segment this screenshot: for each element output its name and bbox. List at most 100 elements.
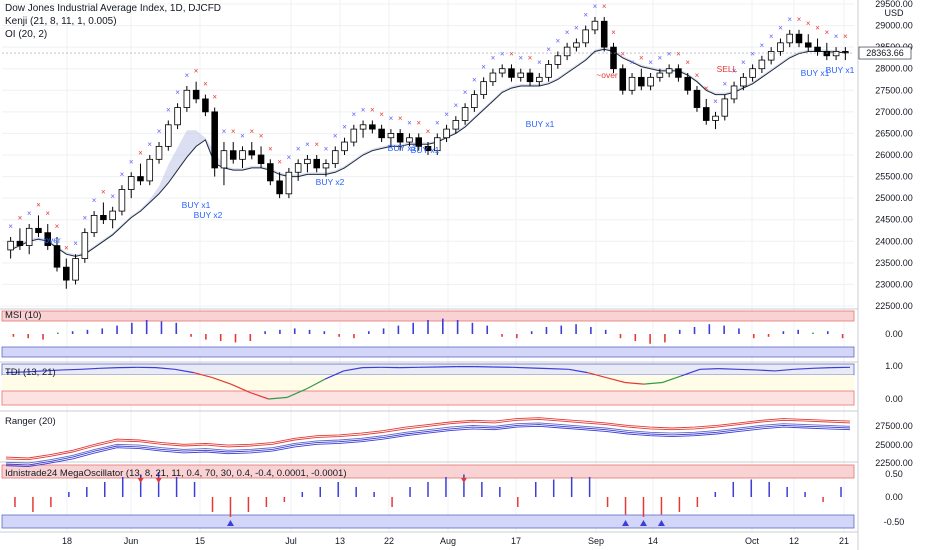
oi-marker: × — [593, 2, 598, 11]
oi-marker: × — [166, 105, 171, 114]
candle-body — [545, 64, 552, 78]
oi-marker: × — [704, 84, 709, 93]
mega-sell-triangle — [460, 478, 467, 483]
signal-label: BUY x1 — [411, 145, 440, 155]
indicator-tick-label: 0.00 — [885, 394, 903, 404]
oi-marker: × — [305, 140, 310, 149]
oi-marker: × — [314, 140, 319, 149]
msi-lower-zone — [1, 346, 855, 358]
ranger-band — [5, 425, 851, 468]
candle-body — [823, 51, 831, 57]
oi-marker: × — [73, 239, 78, 248]
price-tick-label: 29000.00 — [875, 21, 913, 31]
oi-marker: × — [602, 2, 607, 11]
oi-marker: × — [639, 54, 644, 63]
tdi-line-segment — [718, 368, 738, 370]
oi-marker: × — [82, 213, 87, 222]
oi-marker: × — [481, 62, 486, 71]
candle-body — [276, 180, 283, 195]
ranger-pane[interactable] — [5, 417, 851, 468]
time-axis[interactable]: 18 Jun 15 Jul 13 22 Aug 17 Sep 14 Oct 12 21 — [62, 536, 849, 546]
oi-marker: × — [472, 75, 477, 84]
oi-marker: × — [259, 131, 264, 140]
oi-marker: × — [815, 24, 820, 33]
msi-pane[interactable] — [12, 318, 844, 344]
ranger-label: Ranger (20) — [5, 416, 56, 427]
candle-body — [406, 137, 413, 143]
candle-body — [192, 89, 200, 100]
time-tick-label: Jun — [124, 536, 139, 546]
tdi-line-segment — [212, 376, 232, 385]
candle-body — [44, 232, 52, 247]
oi-marker: × — [537, 58, 542, 67]
indicator-tick-label: 0.00 — [885, 492, 903, 502]
price-tick-label: 27500.00 — [875, 85, 913, 95]
oi-marker: × — [528, 54, 533, 63]
candle-body — [294, 163, 302, 173]
candle-body — [378, 128, 385, 139]
oi-marker: × — [667, 49, 672, 58]
mega-oscillator-pane[interactable] — [14, 472, 842, 526]
candle-body — [359, 124, 367, 130]
oi-marker: × — [416, 118, 421, 127]
time-tick-label: 14 — [648, 536, 658, 546]
signal-label: BUY x1 — [526, 119, 555, 129]
candle-body — [480, 81, 487, 95]
time-tick-label: Sep — [588, 536, 604, 546]
candle-body — [767, 51, 775, 61]
tdi-line-segment — [5, 371, 25, 374]
tdi-label: TDI (13, 21) — [5, 367, 56, 378]
candle-body — [183, 89, 191, 108]
candle-body — [675, 68, 682, 78]
oi-marker: × — [518, 54, 523, 63]
tdi-line-segment — [624, 381, 644, 385]
candle-body — [702, 107, 710, 121]
tdi-pane[interactable] — [5, 366, 851, 400]
oi-marker: × — [834, 32, 839, 41]
tdi-line-segment — [62, 368, 82, 371]
oi-marker: × — [18, 213, 23, 222]
candle-body — [341, 141, 348, 152]
ranger-band — [5, 417, 851, 459]
tdi-line-segment — [343, 367, 363, 372]
last-price-box — [858, 46, 912, 60]
candle-body — [155, 145, 163, 160]
indicator-tick-label: 1.00 — [885, 361, 903, 371]
oi-marker: × — [64, 244, 69, 253]
oi-marker: × — [222, 127, 227, 136]
price-tick-label: 29500.00 — [875, 0, 913, 9]
oi-marker: × — [843, 32, 848, 41]
tdi-line-segment — [155, 367, 175, 370]
kenji-cloud — [10, 47, 846, 257]
grid — [2, 0, 854, 532]
oi-marker: × — [583, 11, 588, 20]
candle-body — [118, 189, 126, 212]
mega-sell-triangle — [137, 478, 144, 483]
price-axis[interactable]: 29500.0029000.0028500.0028000.0027500.00… — [2, 0, 913, 550]
candle-body — [35, 227, 42, 234]
candle-body — [684, 76, 691, 91]
time-tick-label: 15 — [195, 536, 205, 546]
price-tick-label: 28000.00 — [875, 64, 913, 74]
oi-marker: × — [175, 88, 180, 97]
oi-marker: × — [324, 144, 329, 153]
oi-marker: × — [212, 93, 217, 102]
oi-marker: × — [750, 49, 755, 58]
oi-marker: × — [556, 36, 561, 45]
oi-marker: × — [398, 114, 403, 123]
candle-body — [795, 33, 803, 44]
candle-body — [498, 68, 506, 74]
price-pane[interactable]: × × × × × × × × × × × × × × × × × × × × × × × × × × × × × × × × × × × × × × × ×… — [7, 2, 849, 289]
tdi-line-segment — [699, 368, 719, 370]
oi-marker: × — [333, 131, 338, 140]
candle-body — [63, 266, 70, 281]
signal-label: BUY x1 — [826, 65, 855, 75]
mega-buy-triangle — [622, 520, 630, 526]
price-tick-label: 26500.00 — [875, 128, 913, 138]
mega-sell-triangle — [155, 478, 162, 483]
candle-body — [322, 163, 330, 169]
oi-marker: × — [500, 49, 505, 58]
candle-body — [16, 240, 24, 247]
candle-body — [647, 76, 654, 87]
candle-body — [758, 59, 766, 70]
